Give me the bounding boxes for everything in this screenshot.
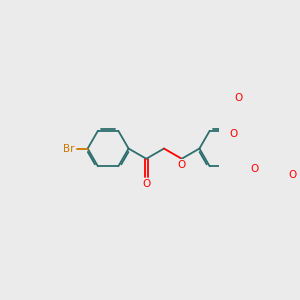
Text: O: O: [230, 130, 238, 140]
Text: Br: Br: [63, 143, 74, 154]
Text: O: O: [289, 170, 297, 180]
Text: O: O: [251, 164, 259, 174]
Text: O: O: [234, 93, 242, 103]
Text: O: O: [178, 160, 186, 170]
Text: O: O: [142, 179, 150, 189]
